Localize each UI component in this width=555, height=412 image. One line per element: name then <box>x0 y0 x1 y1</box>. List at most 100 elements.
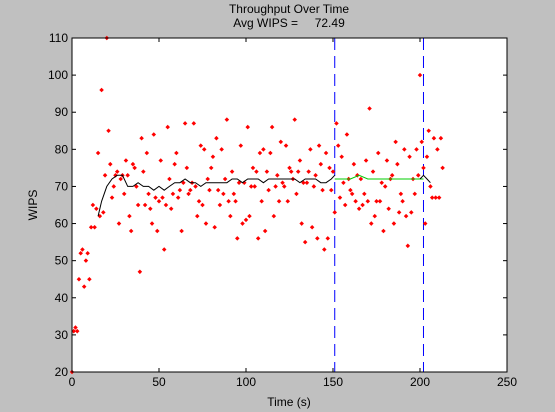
data-point <box>322 247 327 252</box>
data-point <box>431 135 437 141</box>
data-point <box>266 187 271 193</box>
y-tick-label: 60 <box>55 217 69 231</box>
data-point <box>337 195 343 200</box>
data-point <box>109 195 115 200</box>
data-point <box>78 250 83 256</box>
data-point <box>327 165 332 171</box>
data-point <box>435 147 440 152</box>
data-point <box>88 225 94 230</box>
y-tick-label: 70 <box>55 179 69 193</box>
data-point <box>137 269 143 275</box>
y-axis-label: WIPS <box>26 190 40 221</box>
y-tick-label: 40 <box>55 291 69 305</box>
data-point <box>438 135 444 141</box>
y-tick-label: 80 <box>55 142 69 156</box>
data-point <box>311 184 317 189</box>
data-point <box>278 139 284 145</box>
data-point <box>405 243 411 249</box>
data-point <box>356 206 362 211</box>
data-point <box>409 210 414 215</box>
data-point <box>440 165 445 171</box>
y-tick-label: 110 <box>49 31 68 45</box>
y-tick-label: 100 <box>48 68 68 82</box>
data-point <box>111 184 117 189</box>
data-point <box>108 161 113 167</box>
x-axis-label: Time (s) <box>267 395 311 409</box>
data-point <box>402 147 407 152</box>
data-point <box>386 206 391 211</box>
data-point <box>428 184 433 189</box>
data-point <box>384 158 390 163</box>
data-point <box>419 139 425 145</box>
data-point <box>370 169 376 174</box>
data-point <box>426 128 431 134</box>
data-point <box>116 221 122 226</box>
data-point <box>245 124 251 130</box>
data-point <box>403 213 409 219</box>
data-point <box>74 328 80 334</box>
data-point <box>375 150 381 156</box>
data-point <box>365 199 371 204</box>
data-point <box>83 258 89 263</box>
data-point <box>114 169 120 174</box>
chart-title: Throughput Over Time <box>229 2 349 16</box>
axis-layer: 0 50 100 150 200 250 20 30 40 50 60 70 80 90 100 110 <box>48 31 517 389</box>
data-point <box>325 236 331 241</box>
y-tick-label: 30 <box>55 328 69 342</box>
moving-average-line <box>97 174 336 217</box>
x-tick-label: 150 <box>323 375 343 389</box>
data-point <box>363 158 369 163</box>
data-point <box>118 176 123 182</box>
data-point <box>360 202 365 208</box>
plot-border <box>71 37 508 373</box>
data-point <box>95 150 101 156</box>
x-tick-label: 50 <box>152 375 166 389</box>
data-point <box>429 195 435 200</box>
data-layer <box>69 35 445 375</box>
data-point <box>372 213 378 219</box>
data-point <box>421 165 426 171</box>
data-point <box>436 195 442 200</box>
data-point <box>102 173 108 178</box>
data-point <box>433 195 438 200</box>
data-point <box>101 210 106 215</box>
data-point <box>261 147 266 152</box>
data-point <box>328 187 334 193</box>
data-point <box>414 147 419 152</box>
segment-average-line <box>334 174 424 180</box>
data-point <box>332 210 338 215</box>
x-tick-label: 250 <box>497 375 517 389</box>
data-point <box>268 150 273 156</box>
data-point <box>283 143 289 148</box>
data-point <box>271 213 277 219</box>
chart-subtitle: Avg WIPS = 72.49 <box>233 16 345 30</box>
data-point <box>309 225 315 230</box>
data-point <box>308 147 313 152</box>
data-point <box>382 184 388 189</box>
data-point <box>127 213 132 219</box>
data-point <box>282 184 287 189</box>
y-tick-label: 50 <box>55 254 69 268</box>
x-tick-label: 0 <box>69 375 76 389</box>
data-point <box>348 187 353 193</box>
data-point <box>320 187 325 193</box>
y-tick-label: 20 <box>55 365 69 379</box>
data-point <box>358 176 364 182</box>
segment-average-black-line <box>419 174 431 184</box>
data-point <box>85 250 90 256</box>
data-point <box>288 169 294 174</box>
data-point <box>287 165 292 171</box>
x-tick-label: 200 <box>410 375 430 389</box>
data-point <box>90 202 96 208</box>
data-point <box>106 128 111 134</box>
data-point <box>315 236 320 241</box>
data-point <box>398 191 404 197</box>
x-tick-label: 100 <box>236 375 256 389</box>
data-point <box>165 124 170 130</box>
data-point <box>113 173 118 178</box>
data-point <box>80 247 85 252</box>
data-point <box>73 325 78 330</box>
y-tick-label: 90 <box>55 105 69 119</box>
